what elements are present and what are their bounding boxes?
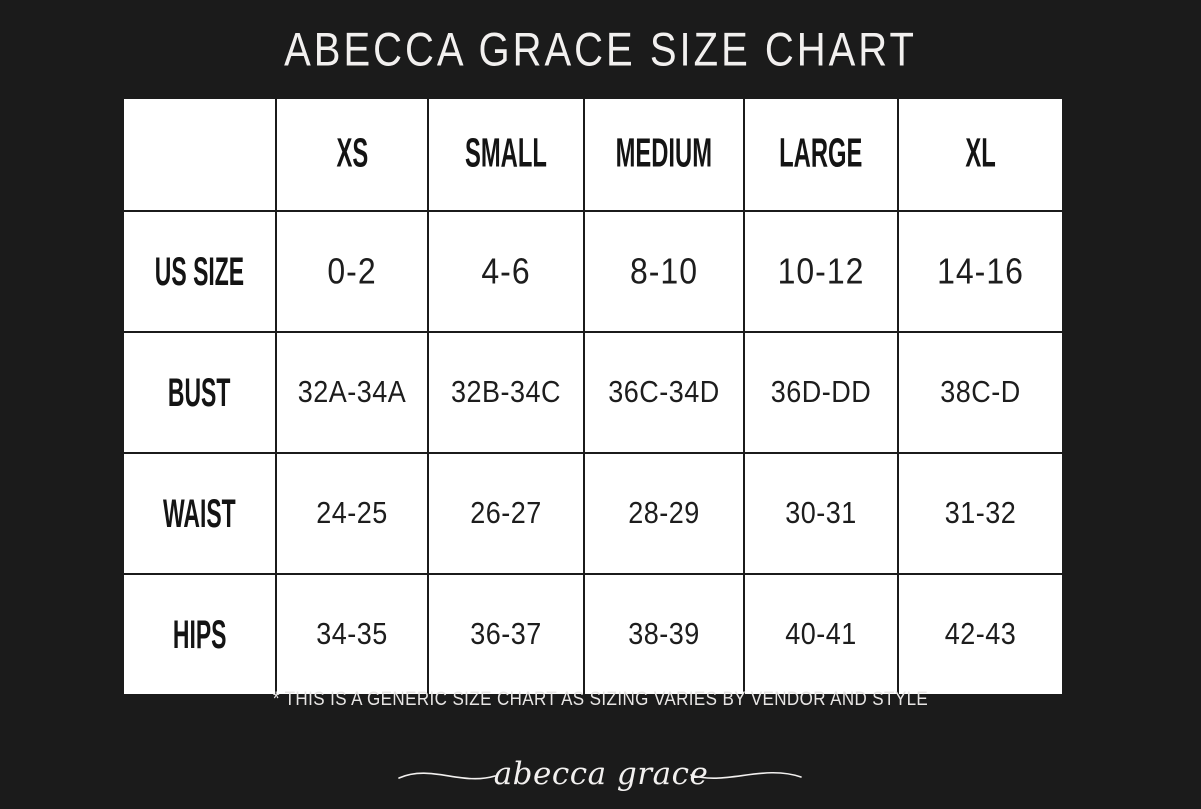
cell-value: 38-39 (628, 617, 700, 651)
row-label-cell-bust: BUST (122, 331, 277, 454)
cell-value: 36D-DD (770, 375, 872, 409)
header-cell-small: SMALL (427, 97, 585, 212)
size-chart-table: XS SMALL MEDIUM LARGE XL US SIZE (122, 97, 1064, 696)
cell-bust-xs: 32A-34A (275, 331, 429, 454)
cell-value: 26-27 (470, 496, 542, 530)
logo-wordmark: abecca grace (493, 756, 708, 792)
cell-value: 36-37 (470, 617, 542, 651)
cell-us-size-large: 10-12 (743, 210, 899, 333)
logo-swash-left-icon (397, 772, 496, 780)
cell-value: 32A-34A (297, 375, 407, 409)
cell-waist-small: 26-27 (427, 452, 585, 575)
row-label-cell-waist: WAIST (122, 452, 277, 575)
cell-bust-medium: 36C-34D (583, 331, 745, 454)
cell-bust-small: 32B-34C (427, 331, 585, 454)
cell-hips-xl: 42-43 (897, 573, 1064, 696)
header-cell-xl: XL (897, 97, 1064, 212)
cell-waist-xl: 31-32 (897, 452, 1064, 575)
cell-us-size-small: 4-6 (427, 210, 585, 333)
cell-us-size-medium: 8-10 (583, 210, 745, 333)
table-row: BUST 32A-34A 32B-34C 36C-34D 36D-DD 38C-… (122, 331, 1064, 454)
cell-waist-large: 30-31 (743, 452, 899, 575)
table-row: US SIZE 0-2 4-6 8-10 10-12 14-16 (122, 210, 1064, 333)
row-label-cell-hips: HIPS (122, 573, 277, 696)
row-label-us-size: US SIZE (154, 248, 245, 293)
cell-value: 30-31 (785, 496, 857, 530)
cell-value: 14-16 (937, 250, 1024, 292)
cell-hips-xs: 34-35 (275, 573, 429, 696)
cell-value: 42-43 (944, 617, 1017, 651)
cell-value: 10-12 (777, 250, 865, 292)
cell-hips-medium: 38-39 (583, 573, 745, 696)
cell-waist-xs: 24-25 (275, 452, 429, 575)
header-label-xl: XL (965, 131, 996, 177)
cell-value: 8-10 (629, 250, 699, 292)
table-row: HIPS 34-35 36-37 38-39 40-41 42-43 (122, 573, 1064, 696)
cell-value: 24-25 (316, 496, 388, 530)
size-chart-disclaimer: * THIS IS A GENERIC SIZE CHART AS SIZING… (272, 688, 929, 710)
cell-us-size-xs: 0-2 (275, 210, 429, 333)
row-label-bust: BUST (168, 369, 231, 414)
header-label-xs: XS (336, 131, 368, 177)
row-label-waist: WAIST (163, 490, 236, 535)
logo-swash-right-icon (689, 771, 802, 779)
brand-logo-script-icon: abecca grace (397, 756, 802, 792)
cell-hips-large: 40-41 (743, 573, 899, 696)
header-label-small: SMALL (465, 131, 547, 177)
header-cell-medium: MEDIUM (583, 97, 745, 212)
cell-waist-medium: 28-29 (583, 452, 745, 575)
table-header-row: XS SMALL MEDIUM LARGE XL (122, 97, 1064, 212)
cell-value: 32B-34C (450, 375, 562, 409)
cell-value: 0-2 (327, 250, 377, 292)
header-cell-large: LARGE (743, 97, 899, 212)
cell-us-size-xl: 14-16 (897, 210, 1064, 333)
page-title: ABECCA GRACE SIZE CHART (284, 24, 917, 76)
header-cell-corner (122, 97, 277, 212)
header-cell-xs: XS (275, 97, 429, 212)
table-row: WAIST 24-25 26-27 28-29 30-31 31-32 (122, 452, 1064, 575)
header-label-medium: MEDIUM (615, 131, 713, 177)
cell-value: 34-35 (316, 617, 388, 651)
row-label-cell-us-size: US SIZE (122, 210, 277, 333)
brand-logo: abecca grace (0, 742, 1201, 804)
cell-hips-small: 36-37 (427, 573, 585, 696)
cell-value: 28-29 (628, 496, 700, 530)
cell-value: 36C-34D (608, 375, 720, 409)
header-label-large: LARGE (779, 131, 863, 177)
cell-bust-large: 36D-DD (743, 331, 899, 454)
cell-value: 4-6 (481, 250, 531, 292)
row-label-hips: HIPS (172, 611, 227, 656)
cell-bust-xl: 38C-D (897, 331, 1064, 454)
cell-value: 40-41 (785, 617, 857, 651)
cell-value: 31-32 (944, 496, 1017, 530)
cell-value: 38C-D (940, 375, 1021, 409)
